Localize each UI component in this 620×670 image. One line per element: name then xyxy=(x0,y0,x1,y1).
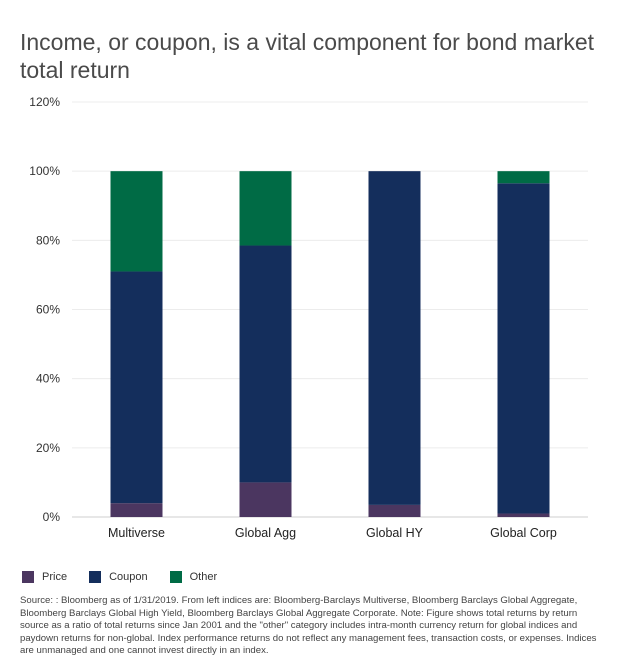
legend-item-price: Price xyxy=(22,571,67,583)
legend-item-other: Other xyxy=(169,571,218,583)
y-tick-label: 100% xyxy=(29,164,60,178)
legend-label-other: Other xyxy=(189,571,218,583)
legend-swatch-coupon xyxy=(89,571,102,583)
bar-other-global-corp xyxy=(497,171,550,184)
y-tick-label: 0% xyxy=(43,510,61,524)
bar-coupon-global-agg xyxy=(239,245,292,483)
y-tick-label: 120% xyxy=(29,95,60,109)
y-tick-label: 80% xyxy=(36,233,60,247)
bar-other-global-agg xyxy=(239,171,292,246)
bar-price-multiverse xyxy=(110,503,163,517)
x-category-label: Global Corp xyxy=(490,526,557,540)
legend-item-coupon: Coupon xyxy=(89,571,148,583)
legend-swatch-price xyxy=(22,571,34,583)
bar-coupon-global-hy xyxy=(368,171,421,505)
y-tick-label: 60% xyxy=(36,303,60,317)
legend-swatch-other xyxy=(169,571,182,583)
y-tick-label: 20% xyxy=(36,441,60,455)
bar-chart: 0% 20% 40% 60% 80% 100% 120% Multiverse Global … xyxy=(29,95,588,540)
x-category-label: Global Agg xyxy=(235,526,296,540)
y-tick-label: 40% xyxy=(36,372,60,386)
legend: Price Coupon Other xyxy=(22,571,239,583)
source-note: Source: : Bloomberg as of 1/31/2019. Fro… xyxy=(20,595,597,657)
x-category-label: Global HY xyxy=(366,526,424,540)
legend-label-coupon: Coupon xyxy=(109,571,148,583)
bar-other-multiverse xyxy=(110,171,163,272)
chart-title: Income, or coupon, is a vital component … xyxy=(20,29,595,83)
x-category-label: Multiverse xyxy=(108,526,165,540)
bar-price-global-agg xyxy=(239,482,292,517)
bar-coupon-multiverse xyxy=(110,271,163,504)
bar-coupon-global-corp xyxy=(497,183,550,514)
bar-price-global-hy xyxy=(368,504,421,517)
bar-price-global-corp xyxy=(497,513,550,517)
legend-label-price: Price xyxy=(42,571,68,583)
